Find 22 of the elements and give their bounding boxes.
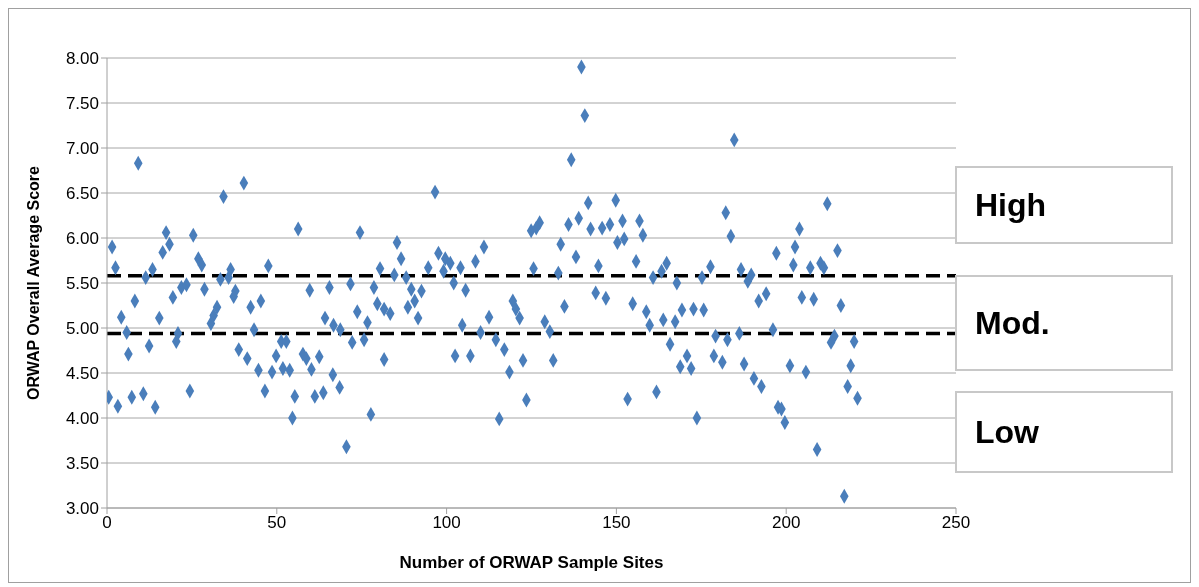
x-tick-label: 150 bbox=[602, 513, 631, 533]
text: Low bbox=[955, 391, 1173, 473]
x-tick-label: 250 bbox=[941, 513, 971, 533]
y-tick-label: 5.00 bbox=[65, 319, 99, 339]
y-axis-title: ORWAP Overall Average Score bbox=[24, 165, 42, 400]
y-tick-label: 7.00 bbox=[65, 139, 99, 159]
y-tick-label: 4.50 bbox=[65, 364, 99, 384]
y-tick-label: 3.50 bbox=[65, 454, 99, 474]
x-tick-label: 200 bbox=[772, 513, 801, 533]
y-tick-label: 4.00 bbox=[65, 409, 99, 429]
y-tick-label: 3.00 bbox=[65, 499, 99, 519]
y-tick-label: 8.00 bbox=[65, 49, 99, 69]
y-tick-label: 7.50 bbox=[65, 94, 99, 114]
y-tick-label: 5.50 bbox=[65, 274, 99, 294]
x-tick-label: 0 bbox=[102, 513, 112, 533]
y-tick-label: 6.50 bbox=[65, 184, 99, 204]
y-tick-label: 6.00 bbox=[65, 229, 99, 249]
x-tick-label: 50 bbox=[267, 513, 287, 533]
x-axis-title: Number of ORWAP Sample Sites bbox=[399, 553, 664, 572]
x-tick-label: 100 bbox=[432, 513, 461, 533]
text: High bbox=[955, 166, 1173, 244]
text: Mod. bbox=[955, 275, 1173, 371]
